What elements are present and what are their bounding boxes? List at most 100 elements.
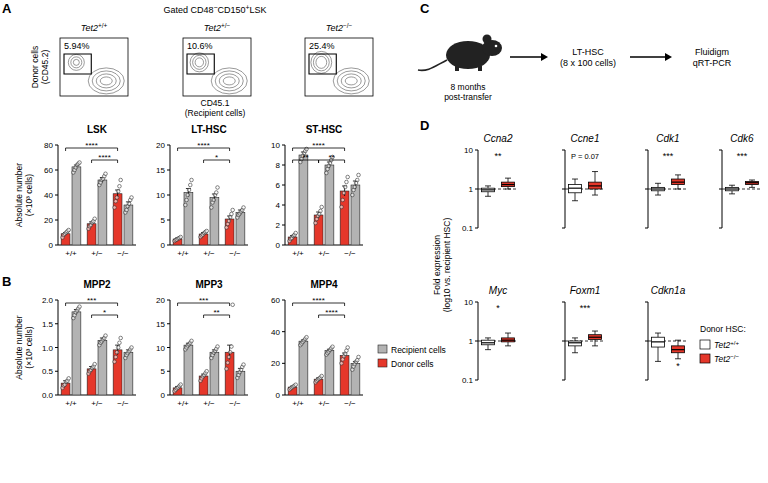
whisker-low [595,189,596,195]
x-tick-label: −/− [229,399,241,408]
data-point [331,345,335,349]
x-tick-label: +/− [318,249,330,258]
y-tick [55,347,58,348]
y-tick [167,145,170,146]
legend-title: Donor HSC: [700,324,746,334]
whisker-high [595,172,596,183]
panel-label: A [2,1,12,16]
plot-area [61,161,134,245]
gene-name: Tet2 [714,340,731,350]
data-point [116,346,120,350]
data-point [67,228,71,232]
whisker-low [752,185,753,188]
y-tick-label: 2.0 [42,296,54,305]
bar [236,213,245,246]
y-tick [645,380,648,381]
gate [187,54,214,74]
y-tick-label: 60 [44,166,53,175]
y-axis-label: Absolute number [14,163,24,227]
data-point [214,191,218,195]
bar [210,198,219,246]
data-point [186,193,190,197]
plot-area [648,175,688,195]
legend-swatch [378,345,387,353]
x-tick-label: +/− [203,399,215,408]
data-point [357,173,361,177]
y-tick [562,189,565,190]
y-tick-label: 0.5 [42,367,54,376]
bar [299,341,308,395]
data-point [114,199,118,203]
box [589,335,602,340]
whisker-cap [572,179,578,180]
data-point [118,184,122,188]
data-point [116,189,120,193]
contour [313,54,329,71]
data-point [184,203,188,207]
data-point [225,226,229,230]
data-point [294,383,298,387]
plot-area [478,333,518,350]
data-point [230,212,234,216]
median [502,340,515,341]
whisker-cap [592,195,598,196]
box-chart: Myc0.1110* [462,285,518,385]
y-tick [719,189,722,190]
significance-label: ** [328,153,334,162]
data-point [346,175,350,179]
y-tick-label: 15 [156,166,165,175]
flow-plot: Tet2+/−10.6% [183,22,251,96]
significance-label: * [496,303,500,313]
y-tick [719,228,722,229]
bar [225,352,234,395]
y-tick [55,300,58,301]
bar [87,224,96,245]
x-tick-label: +/+ [292,399,304,408]
bar [98,340,107,395]
y-tick-label: 1 [469,337,474,346]
y-tick [55,195,58,196]
y-tick [55,245,58,246]
data-point [130,196,134,200]
y-tick [55,220,58,221]
data-point [93,217,97,221]
y-tick [562,380,565,381]
whisker-high [595,331,596,335]
significance-label: **** [312,296,324,305]
y-tick-label: 10 [156,344,165,353]
whisker-low [658,347,659,361]
y-tick [645,341,648,342]
whisker-cap [655,195,661,196]
whisker-cap [655,361,661,362]
bar [72,167,81,245]
y-tick [645,302,648,303]
legend-swatch [700,340,710,349]
significance-label: **** [312,141,324,150]
data-point [353,185,357,189]
contour [195,58,203,67]
x-tick-label: +/+ [65,399,77,408]
bar-chart: LSKAbsolute number(×10³ cells)020406080+… [14,124,136,258]
significance-label: ** [494,151,502,161]
y-tick-label: 0 [276,391,281,400]
gene-name: Tet2 [81,23,98,33]
whisker-cap [655,183,661,184]
significance-label: *** [199,296,208,305]
data-point [118,341,122,345]
y-tick [282,363,285,364]
data-point [342,191,346,195]
y-tick-label: 40 [271,328,280,337]
data-point [228,350,232,354]
median [672,349,685,350]
data-point [127,202,131,206]
bar-chart: MPP2Absolute number(×10³ cells)0.00.51.0… [14,279,136,408]
chart-title: MPP2 [83,279,111,290]
bar [124,205,133,245]
x-axis-label: CD45.1 [201,98,230,108]
data-point [190,178,194,182]
contour [311,51,332,73]
y-tick [167,347,170,348]
data-point [113,206,117,210]
whisker-cap [572,337,578,338]
y-tick [167,245,170,246]
